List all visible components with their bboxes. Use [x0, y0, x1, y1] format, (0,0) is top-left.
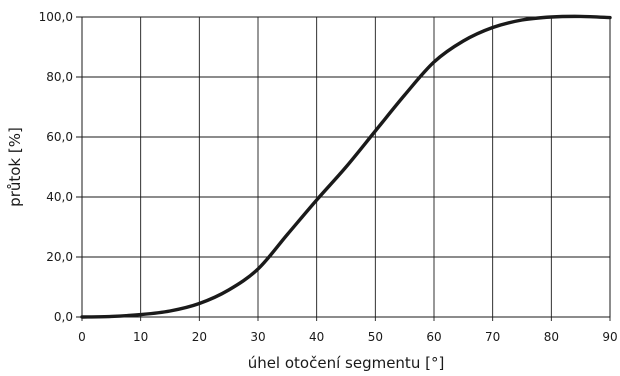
x-tick-label: 80	[544, 330, 559, 344]
y-tick-label: 80,0	[46, 70, 73, 84]
plot-area-frame	[81, 16, 611, 318]
y-tick-label: 20,0	[46, 250, 73, 264]
x-tick-label: 20	[192, 330, 207, 344]
y-tick-label: 60,0	[46, 130, 73, 144]
series-layer	[80, 14, 612, 319]
x-tick-label: 70	[485, 330, 500, 344]
y-tick-label: 0,0	[54, 310, 73, 324]
series-line	[80, 14, 612, 319]
tick-labels: 0 10 20 30 40 50 60 70 80 90 0,0 20,0 40,0 60,0 80,0 10…	[39, 10, 618, 344]
x-tick-label: 90	[602, 330, 617, 344]
x-tick-label: 60	[426, 330, 441, 344]
x-tick-label: 50	[368, 330, 383, 344]
y-axis-title: průtok [%]	[6, 127, 24, 207]
y-tick-label: 40,0	[46, 190, 73, 204]
x-tick-label: 40	[309, 330, 324, 344]
x-tick-label: 30	[250, 330, 265, 344]
y-tick-label: 100,0	[39, 10, 73, 24]
x-axis-title: úhel otočení segmentu [°]	[248, 354, 445, 372]
x-tick-label: 10	[133, 330, 148, 344]
x-tick-label: 0	[78, 330, 86, 344]
